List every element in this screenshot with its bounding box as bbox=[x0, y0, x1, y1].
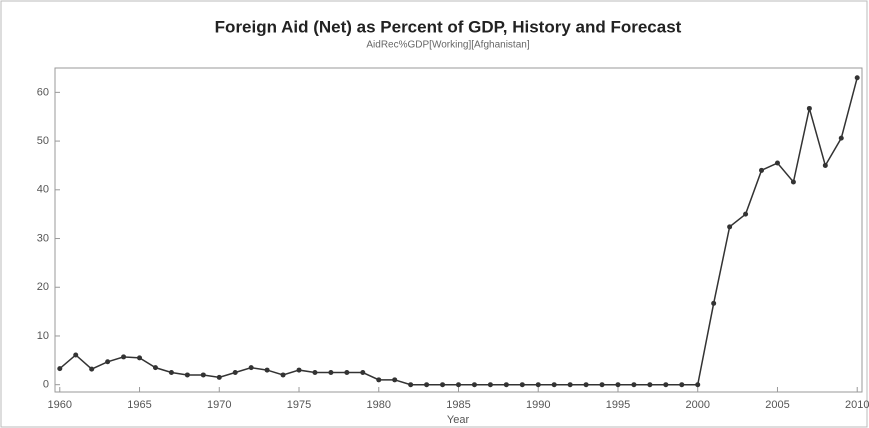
point bbox=[456, 382, 461, 388]
point bbox=[551, 382, 557, 388]
point bbox=[152, 365, 158, 371]
point bbox=[248, 365, 254, 371]
point bbox=[105, 359, 111, 365]
x-tick-label: 1975 bbox=[287, 399, 311, 411]
point bbox=[137, 355, 143, 361]
point bbox=[535, 382, 541, 388]
chart-subtitle: AidRec%GDP[Working][Afghanistan] bbox=[366, 40, 529, 51]
point bbox=[567, 382, 573, 388]
x-tick-label: 1980 bbox=[367, 399, 391, 411]
x-tick-label: 1960 bbox=[48, 399, 72, 411]
point bbox=[264, 367, 270, 373]
x-tick-label: 1990 bbox=[526, 399, 550, 411]
point bbox=[73, 352, 79, 358]
point bbox=[727, 224, 733, 230]
y-tick-label: 20 bbox=[37, 281, 49, 293]
x-tick-label: 2000 bbox=[685, 399, 709, 411]
point bbox=[168, 370, 174, 376]
point bbox=[774, 160, 780, 166]
y-tick-label: 50 bbox=[37, 135, 49, 147]
point bbox=[440, 382, 446, 388]
point bbox=[838, 135, 844, 141]
point bbox=[216, 374, 222, 380]
y-tick-label: 40 bbox=[37, 184, 49, 196]
point bbox=[328, 370, 334, 376]
point bbox=[854, 75, 860, 81]
point bbox=[121, 354, 127, 360]
chart-title: Foreign Aid (Net) as Percent of GDP, His… bbox=[215, 17, 682, 36]
point bbox=[679, 382, 685, 388]
point bbox=[344, 370, 350, 376]
x-tick-label: 1985 bbox=[446, 399, 470, 411]
x-axis-label: Year bbox=[447, 414, 470, 426]
point bbox=[471, 382, 477, 388]
point bbox=[360, 370, 366, 376]
point bbox=[711, 300, 717, 306]
point bbox=[519, 382, 525, 388]
x-tick-label: 1965 bbox=[127, 399, 151, 411]
point bbox=[695, 382, 701, 388]
x-tick-label: 1995 bbox=[606, 399, 630, 411]
point bbox=[408, 382, 414, 388]
point bbox=[424, 382, 430, 388]
y-tick-label: 30 bbox=[37, 232, 49, 244]
y-tick-label: 10 bbox=[37, 330, 49, 342]
point bbox=[599, 382, 605, 388]
point bbox=[280, 372, 286, 378]
point bbox=[822, 162, 828, 168]
point bbox=[631, 382, 637, 388]
point bbox=[759, 167, 765, 173]
point bbox=[663, 382, 669, 388]
point bbox=[615, 382, 621, 388]
point bbox=[184, 372, 190, 378]
point bbox=[312, 370, 318, 376]
point bbox=[487, 382, 493, 388]
point bbox=[296, 367, 302, 373]
point bbox=[503, 382, 509, 388]
point bbox=[583, 382, 589, 388]
x-tick-label: 2005 bbox=[765, 399, 789, 411]
point bbox=[647, 382, 653, 388]
point bbox=[743, 211, 749, 217]
point bbox=[89, 366, 95, 372]
series-line bbox=[59, 77, 858, 386]
plot-area bbox=[54, 67, 863, 393]
point bbox=[806, 105, 812, 111]
x-tick-label: 2010 bbox=[845, 399, 869, 411]
point bbox=[790, 179, 796, 185]
point bbox=[376, 377, 382, 383]
point bbox=[57, 366, 63, 372]
x-tick-label: 1970 bbox=[207, 399, 231, 411]
y-tick-label: 0 bbox=[43, 379, 49, 391]
y-tick-label: 60 bbox=[37, 86, 49, 98]
point bbox=[232, 370, 238, 376]
point bbox=[392, 377, 398, 383]
point bbox=[200, 372, 206, 378]
